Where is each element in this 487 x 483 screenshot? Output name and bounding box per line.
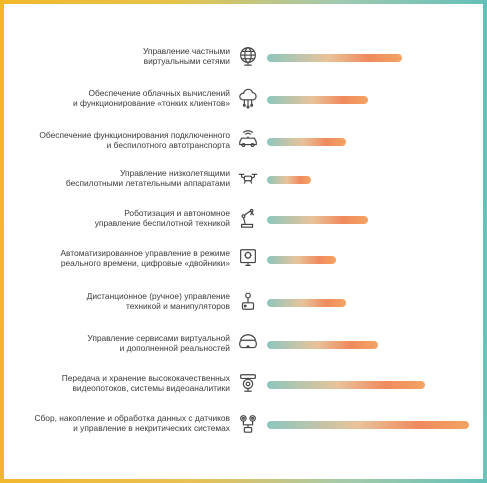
robot-arm-icon: [236, 206, 260, 230]
drone-icon: [236, 166, 260, 190]
chart-row: Сбор, накопление и обработка данных с да…: [0, 405, 487, 441]
bar: [267, 176, 312, 184]
bar: [267, 54, 403, 62]
category-label: Управление сервисами виртуальной и допол…: [87, 333, 230, 353]
chart-row: Управление частными виртуальными сетями: [0, 38, 487, 74]
category-label: Сбор, накопление и обработка данных с да…: [34, 413, 230, 433]
bar: [267, 96, 368, 104]
digital-twin-icon: [236, 246, 260, 270]
chart-row: Управление низколетящими беспилотными ле…: [0, 160, 487, 196]
network-globe-icon: [236, 44, 260, 68]
bar: [267, 256, 336, 264]
chart-row: Обеспечение облачных вычислений и функци…: [0, 80, 487, 116]
category-label: Автоматизированное управление в режиме р…: [60, 248, 230, 268]
bar: [267, 138, 346, 146]
bar: [267, 341, 379, 349]
chart-row: Роботизация и автономное управление бесп…: [0, 200, 487, 236]
chart-row: Обеспечение функционирования подключенно…: [0, 122, 487, 158]
joystick-icon: [236, 289, 260, 313]
category-label: Управление низколетящими беспилотными ле…: [65, 168, 230, 188]
category-label: Дистанционное (ручное) управление техник…: [86, 291, 230, 311]
chart-row: Передача и хранение высококачественных в…: [0, 365, 487, 401]
category-label: Обеспечение облачных вычислений и функци…: [73, 88, 230, 108]
chart-row: Дистанционное (ручное) управление техник…: [0, 283, 487, 319]
category-label: Передача и хранение высококачественных в…: [61, 373, 230, 393]
cloud-computing-icon: [236, 86, 260, 110]
chart-row: Автоматизированное управление в режиме р…: [0, 240, 487, 276]
bar: [267, 421, 469, 429]
sensors-gears-icon: [236, 411, 260, 435]
chart-row: Управление сервисами виртуальной и допол…: [0, 325, 487, 361]
category-label: Роботизация и автономное управление бесп…: [94, 208, 230, 228]
category-label: Управление частными виртуальными сетями: [142, 46, 230, 66]
bar: [267, 216, 368, 224]
connected-car-icon: [236, 128, 260, 152]
category-label: Обеспечение функционирования подключенно…: [39, 130, 230, 150]
bar: [267, 381, 425, 389]
vr-headset-icon: [236, 331, 260, 355]
bar: [267, 299, 346, 307]
security-camera-icon: [236, 371, 260, 395]
